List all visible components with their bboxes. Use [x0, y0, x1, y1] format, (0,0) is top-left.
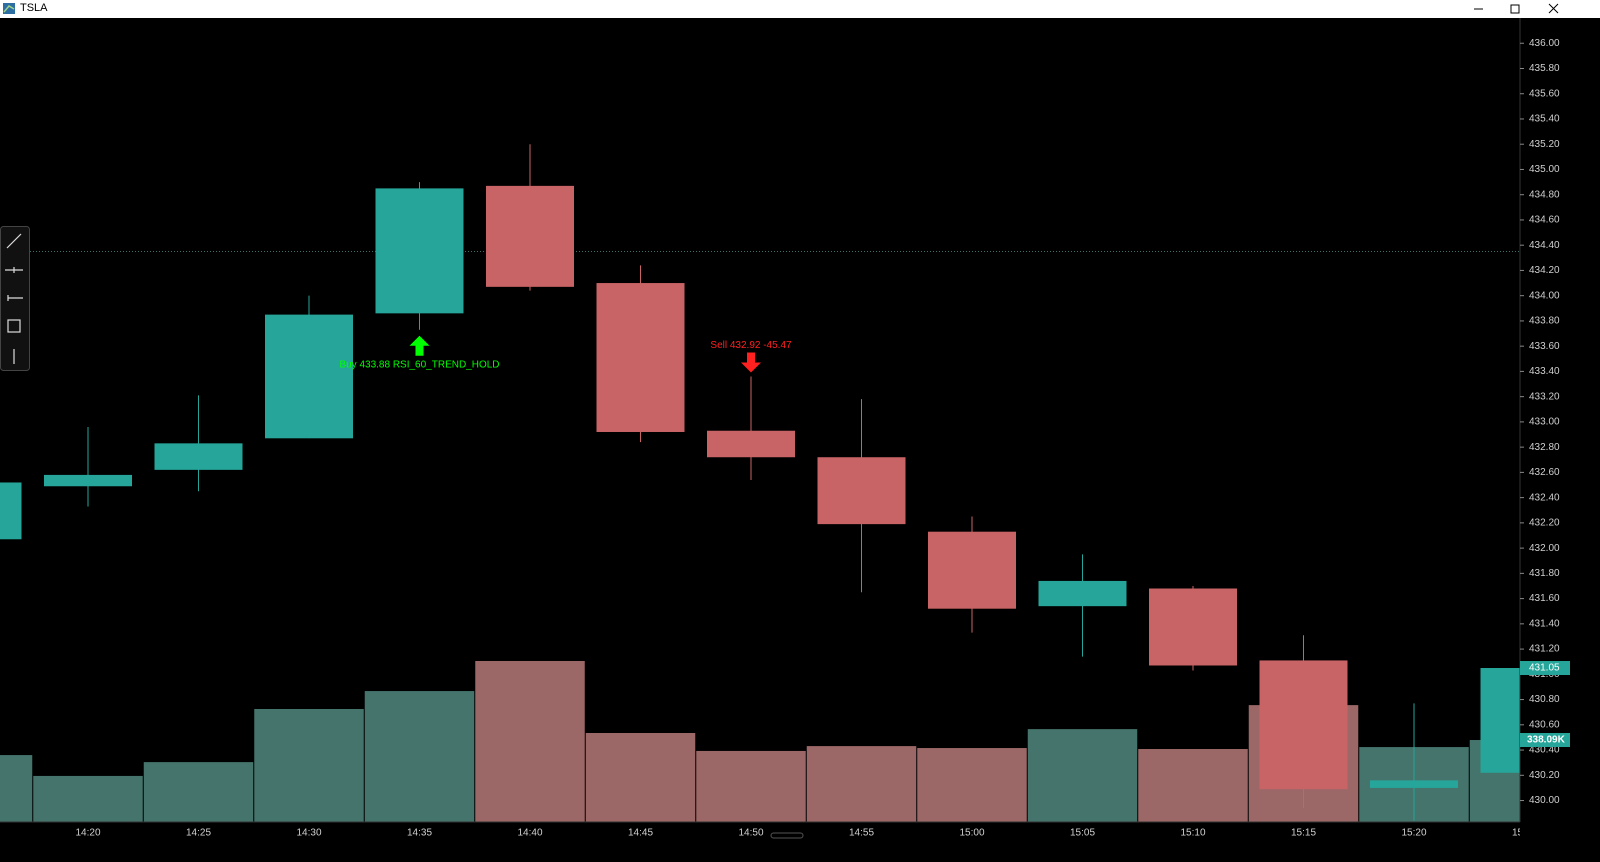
candle-body: [1370, 780, 1458, 788]
candle-body: [486, 185, 574, 287]
buy-arrow: [409, 335, 430, 356]
drawing-toolbar: [0, 226, 30, 371]
y-tick-label: 435.00: [1529, 164, 1560, 175]
x-tick-label: 15:10: [1180, 828, 1205, 839]
y-tick-label: 430.60: [1529, 719, 1560, 730]
volume-bar: [33, 775, 143, 822]
y-tick-label: 432.40: [1529, 492, 1560, 503]
price-axis: 430.00430.20430.40430.60430.80431.00431.…: [1519, 18, 1570, 822]
buy-label: Buy 433.88 RSI_60_TREND_HOLD: [339, 359, 499, 370]
y-tick-label: 433.80: [1529, 316, 1560, 327]
y-tick-label: 434.40: [1529, 240, 1560, 251]
candle-body: [0, 482, 22, 540]
y-tick-label: 433.60: [1529, 341, 1560, 352]
sell-arrow: [741, 352, 761, 373]
candle-body: [1149, 588, 1237, 666]
candle-body: [1259, 660, 1348, 790]
last-price-badge: [1520, 661, 1570, 676]
trend-line-tool[interactable]: [6, 233, 22, 249]
horizontal-line-tool[interactable]: [5, 267, 23, 273]
y-tick-label: 434.00: [1529, 290, 1560, 301]
y-tick-label: 431.60: [1529, 593, 1560, 604]
y-tick-label: 430.00: [1529, 795, 1560, 806]
candle-body: [265, 314, 353, 439]
volume-bar: [364, 691, 475, 822]
x-tick-label: 14:30: [296, 828, 321, 839]
x-tick-label: 14:40: [517, 828, 542, 839]
candle-body: [375, 188, 464, 314]
volume-bar: [806, 746, 917, 822]
candle-body: [154, 443, 243, 470]
candle-body: [596, 283, 685, 432]
y-tick-label: 434.20: [1529, 265, 1560, 276]
y-tick-label: 434.60: [1529, 215, 1560, 226]
volume-bar: [585, 733, 696, 822]
x-tick-label: 14:50: [738, 828, 763, 839]
y-tick-label: 432.20: [1529, 518, 1560, 529]
volume-bar: [696, 750, 806, 822]
volume-bar: [917, 748, 1027, 822]
close-button[interactable]: [1548, 3, 1559, 14]
x-tick-label: 14:35: [407, 828, 432, 839]
title-bar: TSLA: [0, 0, 1600, 18]
y-tick-label: 433.20: [1529, 391, 1560, 402]
y-tick-label: 431.20: [1529, 644, 1560, 655]
y-tick-label: 434.80: [1529, 189, 1560, 200]
last-price-label: 431.05: [1529, 663, 1560, 674]
window-title: TSLA: [20, 2, 48, 14]
x-tick-label: 14:20: [75, 828, 100, 839]
title-bar-icons: [3, 3, 1559, 14]
y-tick-label: 431.80: [1529, 568, 1560, 579]
candle-body: [1038, 580, 1127, 607]
y-tick-label: 435.60: [1529, 88, 1560, 99]
x-tick-label: 14:25: [186, 828, 211, 839]
volume-badge-label: 338.09K: [1527, 735, 1566, 746]
candle-body: [1480, 668, 1520, 773]
x-tick-label: 14:55: [849, 828, 874, 839]
y-tick-label: 433.00: [1529, 417, 1560, 428]
volume-bar: [0, 755, 33, 822]
candle-body: [707, 430, 795, 458]
y-tick-label: 435.80: [1529, 63, 1560, 74]
y-tick-label: 435.20: [1529, 139, 1560, 150]
y-tick-label: 436.00: [1529, 38, 1560, 49]
x-tick-label: 15:00: [959, 828, 984, 839]
volume-bar: [1138, 749, 1248, 822]
sell-label: Sell 432.92 -45.47: [710, 340, 792, 351]
plot-area: Buy 433.88 RSI_60_TREND_HOLD Sell 432.92 …: [0, 144, 1520, 822]
candle-body: [928, 531, 1016, 609]
ray-tool[interactable]: [7, 295, 23, 301]
y-tick-label: 433.40: [1529, 366, 1560, 377]
y-tick-label: 432.80: [1529, 442, 1560, 453]
restore-button[interactable]: [1510, 4, 1520, 14]
volume-bar: [1027, 729, 1138, 822]
y-tick-label: 432.60: [1529, 467, 1560, 478]
app-icon: [3, 3, 15, 14]
x-tick-label: 15:25: [1512, 828, 1537, 839]
scroll-handle[interactable]: [770, 832, 804, 839]
y-tick-label: 432.00: [1529, 543, 1560, 554]
x-tick-label: 15:05: [1070, 828, 1095, 839]
y-tick-label: 430.20: [1529, 770, 1560, 781]
app-icon-line: [3, 5, 15, 13]
y-tick-label: 430.80: [1529, 694, 1560, 705]
volume-bar: [475, 660, 585, 822]
volume-bar: [254, 708, 364, 822]
candle-body: [44, 474, 132, 487]
x-tick-label: 14:45: [628, 828, 653, 839]
x-tick-label: 15:20: [1401, 828, 1426, 839]
volume-badge: [1520, 733, 1570, 748]
volume-bar: [143, 762, 254, 822]
y-tick-label: 430.40: [1529, 745, 1560, 756]
x-tick-label: 15:15: [1291, 828, 1316, 839]
rectangle-tool[interactable]: [7, 319, 21, 333]
candle-body: [817, 457, 906, 525]
time-axis: 14:20 14:25 14:30 14:35 14:40 14:45 14:50 14:55…: [0, 821, 1537, 839]
y-tick-label: 431.40: [1529, 618, 1560, 629]
y-tick-label: 435.40: [1529, 114, 1560, 125]
